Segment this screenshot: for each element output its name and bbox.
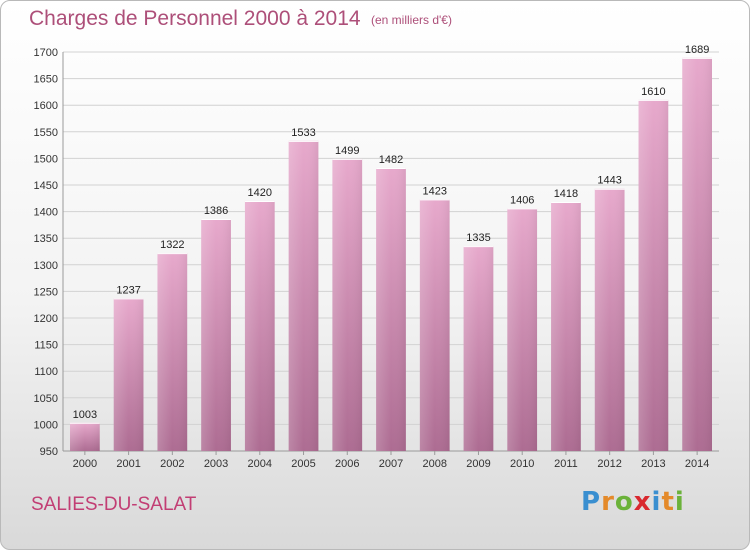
x-tick-label: 2005 (291, 458, 315, 470)
x-tick-label: 2010 (510, 458, 534, 470)
bar-shine (638, 99, 669, 451)
x-tick-label: 2002 (160, 458, 184, 470)
x-tick-label: 2007 (379, 458, 403, 470)
logo-letter: x (633, 487, 652, 517)
y-axis: 950 1000 1050 1100 1150 1200 1250 1300 1350 1400 1… (34, 47, 719, 458)
bar-shine (463, 246, 494, 451)
x-tick-label: 2011 (554, 458, 578, 470)
chart-subtitle: (en milliers d'€) (371, 13, 452, 27)
data-label: 1322 (160, 239, 184, 251)
bar-shine (507, 208, 538, 451)
bar-shine (157, 253, 188, 451)
y-tick-label: 1500 (34, 153, 58, 165)
logo-letter: i (651, 487, 662, 517)
data-label: 1420 (248, 187, 272, 199)
data-label: 1443 (597, 175, 621, 187)
town-name: SALIES-DU-SALAT (31, 494, 197, 515)
x-tick-label: 2014 (685, 458, 709, 470)
x-tick-label: 2004 (248, 458, 272, 470)
y-tick-label: 1350 (34, 233, 58, 245)
y-tick-label: 1550 (34, 127, 58, 139)
y-tick-label: 1050 (34, 393, 58, 405)
data-label: 1482 (379, 154, 403, 166)
proxiti-logo: Proxiti (581, 487, 685, 517)
bar-shine (376, 167, 406, 451)
x-tick-label: 2013 (641, 458, 665, 470)
y-tick-label: 1200 (34, 313, 58, 325)
x-tick-label: 2008 (422, 458, 446, 470)
x-tick-label: 2006 (335, 458, 359, 470)
bar-shine (201, 219, 231, 451)
y-tick-label: 950 (40, 446, 58, 458)
data-label: 1689 (685, 44, 709, 56)
logo-letter: t (661, 487, 675, 517)
y-tick-label: 1300 (34, 260, 58, 272)
y-tick-label: 1400 (34, 207, 58, 219)
data-label: 1610 (641, 86, 665, 98)
bar-shine (419, 199, 450, 451)
x-tick-label: 2001 (116, 458, 140, 470)
data-label: 1386 (204, 205, 228, 217)
data-label: 1499 (335, 145, 359, 157)
x-tick-label: 2009 (466, 458, 490, 470)
bar-shine (332, 158, 363, 451)
x-axis: 2000 2001 2002 2003 2004 2005 2006 2007 2008 2009… (73, 451, 709, 470)
bar-shine (69, 422, 100, 451)
bar-shine (594, 188, 625, 451)
data-label: 1423 (422, 185, 446, 197)
bars: 1003 1237 1322 1386 1420 1533 1499 1482 1423 1335… (69, 44, 713, 452)
y-tick-label: 1650 (34, 74, 58, 86)
data-label: 1406 (510, 194, 534, 206)
data-label: 1533 (291, 127, 315, 139)
bar-shine (551, 202, 581, 451)
logo-letter: i (674, 487, 685, 517)
logo-letter: r (601, 487, 615, 517)
chart-title: Charges de Personnel 2000 à 2014 (29, 7, 361, 30)
y-tick-label: 1250 (34, 286, 58, 298)
bar-shine (682, 57, 713, 452)
data-label: 1335 (466, 232, 490, 244)
bar-shine (244, 200, 275, 451)
bar-shine (288, 140, 319, 451)
y-tick-label: 1150 (34, 340, 58, 352)
data-label: 1237 (116, 284, 140, 296)
x-tick-label: 2000 (73, 458, 97, 470)
data-label: 1003 (73, 409, 97, 421)
y-tick-label: 1000 (34, 419, 58, 431)
x-tick-label: 2003 (204, 458, 228, 470)
logo-letter: o (614, 487, 634, 517)
bar-shine (113, 298, 144, 451)
y-tick-label: 1700 (34, 47, 58, 59)
y-tick-label: 1100 (34, 366, 58, 378)
y-tick-label: 1600 (34, 100, 58, 112)
x-tick-label: 2012 (597, 458, 621, 470)
data-label: 1418 (554, 188, 578, 200)
y-tick-label: 1450 (34, 180, 58, 192)
logo-letter: P (581, 487, 602, 517)
